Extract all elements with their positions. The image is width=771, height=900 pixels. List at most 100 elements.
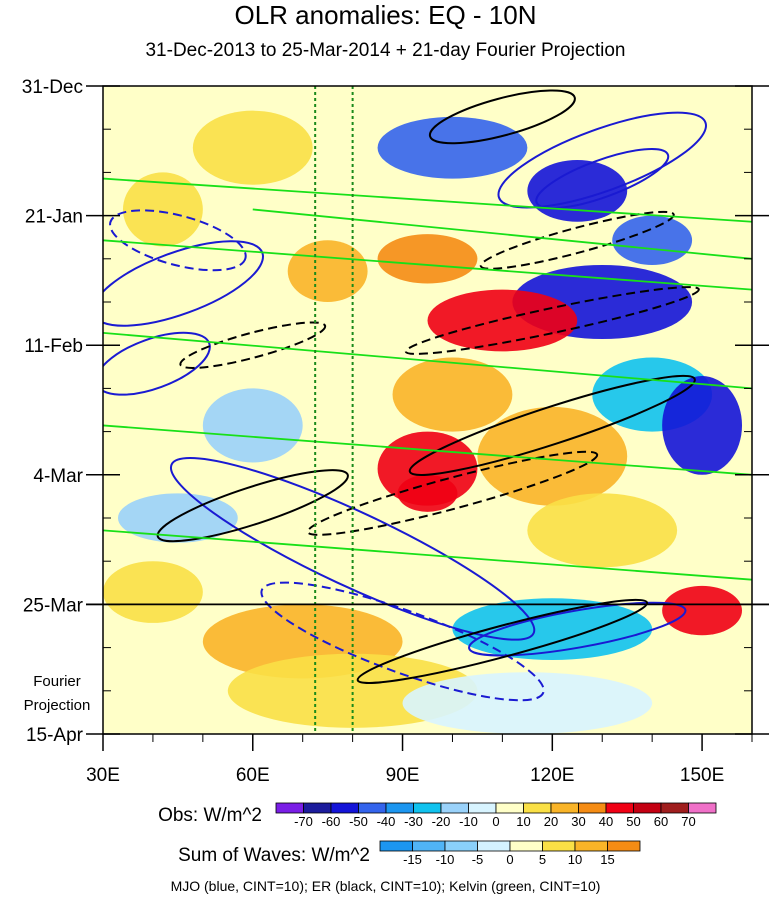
heatmap-cell xyxy=(202,388,303,463)
colorbar-swatch xyxy=(574,840,608,852)
colorbar-tick-label: 10 xyxy=(568,852,582,867)
colorbar-swatch xyxy=(440,802,469,814)
colorbar-swatch xyxy=(385,802,414,814)
heatmap-cell xyxy=(402,672,653,734)
colorbar-swatch xyxy=(444,840,478,852)
er-contour xyxy=(179,321,327,369)
colorbar-tick-label: -30 xyxy=(404,814,423,829)
x-tick-label: 30E xyxy=(86,765,120,786)
heatmap-cell xyxy=(612,215,693,265)
colorbar-swatch xyxy=(477,840,511,852)
heatmap-cell xyxy=(377,234,478,284)
colorbar-tick-label: -5 xyxy=(472,852,484,867)
colorbar-tick-label: -70 xyxy=(294,814,313,829)
kelvin-contour xyxy=(252,208,752,260)
colorbar-swatch xyxy=(605,802,634,814)
heatmap-cell xyxy=(527,160,628,222)
x-tick-label: 120E xyxy=(530,765,574,786)
kelvin-contour xyxy=(103,529,752,581)
waves-colorbar: -15 -10 -5 0 5 10 15 xyxy=(379,840,641,867)
colorbar-tick-label: 70 xyxy=(681,814,695,829)
wave-contours xyxy=(103,89,752,702)
heatmap-cell xyxy=(452,598,653,660)
er-contour xyxy=(428,89,576,145)
colorbar-swatch xyxy=(495,802,524,814)
kelvin-contour xyxy=(103,239,752,291)
heatmap-cell xyxy=(377,116,528,179)
chart-subtitle: 31-Dec-2013 to 25-Mar-2014 + 21-day Four… xyxy=(145,40,626,61)
er-contour xyxy=(156,469,349,543)
projection-label-line2: Projection xyxy=(24,697,91,714)
projection-label-line1: Fourier xyxy=(33,673,81,690)
y-tick-label: 4-Mar xyxy=(33,466,83,487)
y-tick-label: 31-Dec xyxy=(22,77,83,98)
heatmap-cell xyxy=(103,561,203,623)
colorbar-swatch xyxy=(578,802,607,814)
colorbar-tick-label: -50 xyxy=(349,814,368,829)
colorbar-swatch xyxy=(468,802,497,814)
legend-footnote: MJO (blue, CINT=10); ER (black, CINT=10)… xyxy=(170,878,601,894)
colorbar-tick-label: 40 xyxy=(599,814,613,829)
obs-colorbar-label: Obs: W/m^2 xyxy=(158,805,262,826)
colorbar-tick-label: 60 xyxy=(654,814,668,829)
colorbar-swatch xyxy=(330,802,359,814)
y-tick-label: 15-Apr xyxy=(26,725,84,746)
heatmap-cell xyxy=(427,289,578,352)
colorbar-tick-label: -40 xyxy=(377,814,396,829)
kelvin-contour xyxy=(103,177,752,223)
waves-colorbar-label: Sum of Waves: W/m^2 xyxy=(178,845,370,866)
colorbar-swatch xyxy=(412,840,446,852)
chart-title: OLR anomalies: EQ - 10N xyxy=(234,0,537,30)
er-contour xyxy=(479,210,675,270)
colorbar-tick-label: -15 xyxy=(403,852,422,867)
obs-heatmap xyxy=(103,86,752,734)
colorbar-tick-label: 0 xyxy=(506,852,513,867)
heatmap-cell xyxy=(122,172,203,247)
y-axis: 31-Dec 21-Jan 11-Feb 4-Mar 25-Mar 15-Apr xyxy=(22,77,769,746)
colorbar-tick-label: -60 xyxy=(322,814,341,829)
obs-colorbar: -70 -60 -50 -40 -30 -20 -10 0 10 20 30 40 50 60 70 xyxy=(275,802,717,829)
colorbar-tick-label: 30 xyxy=(571,814,585,829)
mjo-contour xyxy=(497,111,707,209)
x-tick-label: 60E xyxy=(236,765,270,786)
mjo-contour xyxy=(260,581,545,702)
mjo-contour xyxy=(468,601,687,657)
colorbar-swatch xyxy=(523,802,552,814)
heatmap-cell xyxy=(662,376,743,475)
heatmap-cell xyxy=(392,357,513,432)
colorbar-swatch xyxy=(688,802,717,814)
colorbar-tick-label: 15 xyxy=(600,852,614,867)
mjo-contour xyxy=(103,331,211,396)
colorbar-tick-label: 5 xyxy=(539,852,546,867)
plot-frame xyxy=(102,85,753,735)
colorbar-swatch xyxy=(379,840,413,852)
y-tick-label: 21-Jan xyxy=(25,207,83,228)
colorbar-tick-label: -20 xyxy=(432,814,451,829)
er-contour xyxy=(356,598,649,684)
colorbar-swatch xyxy=(413,802,442,814)
colorbar-tick-label: 20 xyxy=(544,814,558,829)
colorbar-tick-label: 50 xyxy=(626,814,640,829)
y-tick-label: 25-Mar xyxy=(23,595,84,616)
colorbar-swatch xyxy=(550,802,579,814)
colorbar-tick-label: 10 xyxy=(516,814,530,829)
colorbar-swatch xyxy=(542,840,576,852)
kelvin-contour xyxy=(103,331,752,390)
mjo-contour xyxy=(109,209,247,272)
heatmap-cell xyxy=(662,585,743,636)
heatmap-cell xyxy=(397,474,458,512)
colorbar-swatch xyxy=(633,802,662,814)
colorbar-tick-label: -10 xyxy=(436,852,455,867)
er-contour xyxy=(306,450,599,536)
colorbar-swatch xyxy=(358,802,387,814)
mjo-contour xyxy=(169,457,536,641)
colorbar-swatch xyxy=(607,840,641,852)
colorbar-tick-label: 0 xyxy=(492,814,499,829)
heatmap-cell xyxy=(527,493,678,568)
colorbar-swatch xyxy=(303,802,332,814)
kelvin-contour xyxy=(103,424,752,476)
er-contour xyxy=(404,286,700,355)
mjo-contour xyxy=(535,148,670,210)
x-tick-label: 150E xyxy=(680,765,724,786)
